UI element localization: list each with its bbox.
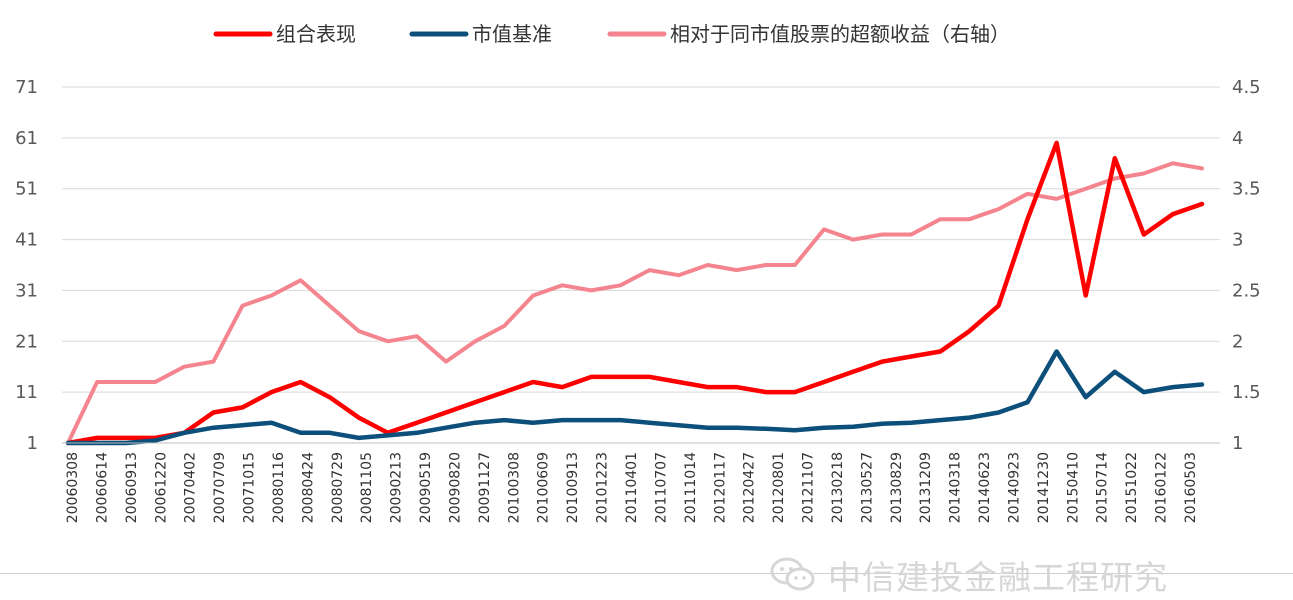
legend-label: 市值基准 bbox=[472, 22, 552, 46]
x-tick-label: 20110401 bbox=[624, 452, 640, 523]
series-line bbox=[66, 161, 1204, 445]
x-tick-label: 20121107 bbox=[801, 452, 817, 523]
y-left-tick-label: 11 bbox=[15, 382, 38, 403]
x-tick-label: 20101223 bbox=[595, 452, 611, 523]
x-tick-label: 20130218 bbox=[830, 452, 846, 523]
x-tick-label: 20080424 bbox=[300, 452, 316, 523]
x-tick-label: 20120801 bbox=[771, 452, 787, 523]
x-tick-label: 20090519 bbox=[418, 452, 434, 523]
x-tick-label: 20060308 bbox=[65, 452, 81, 523]
x-tick-label: 20091127 bbox=[477, 452, 493, 523]
series-line bbox=[65, 140, 1205, 446]
x-tick-label: 20080116 bbox=[271, 452, 287, 523]
x-tick-label: 20131209 bbox=[918, 452, 934, 523]
watermark: 中信建投金融工程研究 bbox=[770, 552, 1285, 598]
y-left-tick-label: 41 bbox=[15, 230, 38, 251]
x-tick-label: 20140623 bbox=[977, 452, 993, 523]
x-tick-label: 20060614 bbox=[94, 452, 110, 523]
x-tick-label: 20150714 bbox=[1095, 452, 1111, 523]
wechat-icon bbox=[770, 557, 815, 591]
x-tick-label: 20061220 bbox=[153, 452, 169, 523]
y-right-tick-label: 3 bbox=[1232, 230, 1243, 251]
legend-item-benchmark: 市值基准 bbox=[409, 22, 552, 46]
x-tick-label: 20120117 bbox=[712, 452, 728, 523]
x-tick-label: 20150410 bbox=[1065, 452, 1081, 523]
x-tick-label: 20090213 bbox=[389, 452, 405, 523]
x-tick-label: 20081105 bbox=[359, 452, 375, 523]
x-tick-label: 20070402 bbox=[183, 452, 199, 523]
y-left-tick-label: 21 bbox=[15, 331, 38, 352]
x-tick-label: 20110707 bbox=[653, 452, 669, 523]
y-right-tick-label: 1.5 bbox=[1232, 382, 1261, 403]
x-tick-label: 20140318 bbox=[948, 452, 964, 523]
legend-item-portfolio: 组合表现 bbox=[213, 22, 356, 46]
series-line bbox=[65, 349, 1205, 446]
y-right-tick-label: 4.5 bbox=[1232, 77, 1261, 98]
y-right-tick-label: 1 bbox=[1232, 433, 1243, 454]
legend: 组合表现 市值基准 相对于同市值股票的超额收益（右轴） bbox=[213, 22, 1010, 46]
x-tick-label: 20070709 bbox=[212, 452, 228, 523]
y-right-tick-label: 3.5 bbox=[1232, 179, 1261, 200]
x-tick-label: 20100609 bbox=[536, 452, 552, 523]
y-left-tick-label: 51 bbox=[15, 179, 38, 200]
x-tick-label: 20160503 bbox=[1183, 452, 1199, 523]
legend-label: 组合表现 bbox=[276, 22, 356, 46]
x-tick-label: 20071015 bbox=[242, 452, 258, 523]
frame-divider bbox=[0, 573, 1293, 574]
x-tick-label: 20141230 bbox=[1036, 452, 1052, 523]
watermark-text: 中信建投金融工程研究 bbox=[828, 558, 1168, 597]
y-left-tick-label: 61 bbox=[15, 128, 38, 149]
y-left-tick-label: 1 bbox=[27, 433, 38, 454]
y-right-tick-label: 2 bbox=[1232, 331, 1243, 352]
x-tick-label: 20100913 bbox=[565, 452, 581, 523]
gridlines bbox=[62, 86, 1220, 393]
y-left-tick-label: 31 bbox=[15, 280, 38, 301]
y-right-tick-label: 2.5 bbox=[1232, 280, 1261, 301]
x-tick-label: 20151022 bbox=[1124, 452, 1140, 523]
x-tick-label: 20160122 bbox=[1154, 452, 1170, 523]
x-tick-label: 20140923 bbox=[1006, 452, 1022, 523]
x-tick-label: 20100308 bbox=[506, 452, 522, 523]
x-tick-label: 20130829 bbox=[889, 452, 905, 523]
x-tick-label: 20130527 bbox=[859, 452, 875, 523]
x-tick-label: 20111014 bbox=[683, 452, 699, 523]
x-tick-label: 20060913 bbox=[124, 452, 140, 523]
x-tick-label: 20120427 bbox=[742, 452, 758, 523]
legend-item-excess-return: 相对于同市值股票的超额收益（右轴） bbox=[607, 22, 1010, 46]
series-lines bbox=[65, 140, 1205, 446]
x-tick-label: 20090820 bbox=[447, 452, 463, 523]
y-right-tick-label: 4 bbox=[1232, 128, 1243, 149]
x-tick-label: 20080729 bbox=[330, 452, 346, 523]
y-left-tick-label: 71 bbox=[15, 77, 38, 98]
legend-label: 相对于同市值股票的超额收益（右轴） bbox=[670, 22, 1010, 46]
x-tick-labels: 20060308 20060614 20060913 20061220 20070402… bbox=[65, 452, 1199, 523]
y-axis-right: 1 1.5 2 2.5 3 3.5 4 4.5 bbox=[1232, 77, 1261, 454]
